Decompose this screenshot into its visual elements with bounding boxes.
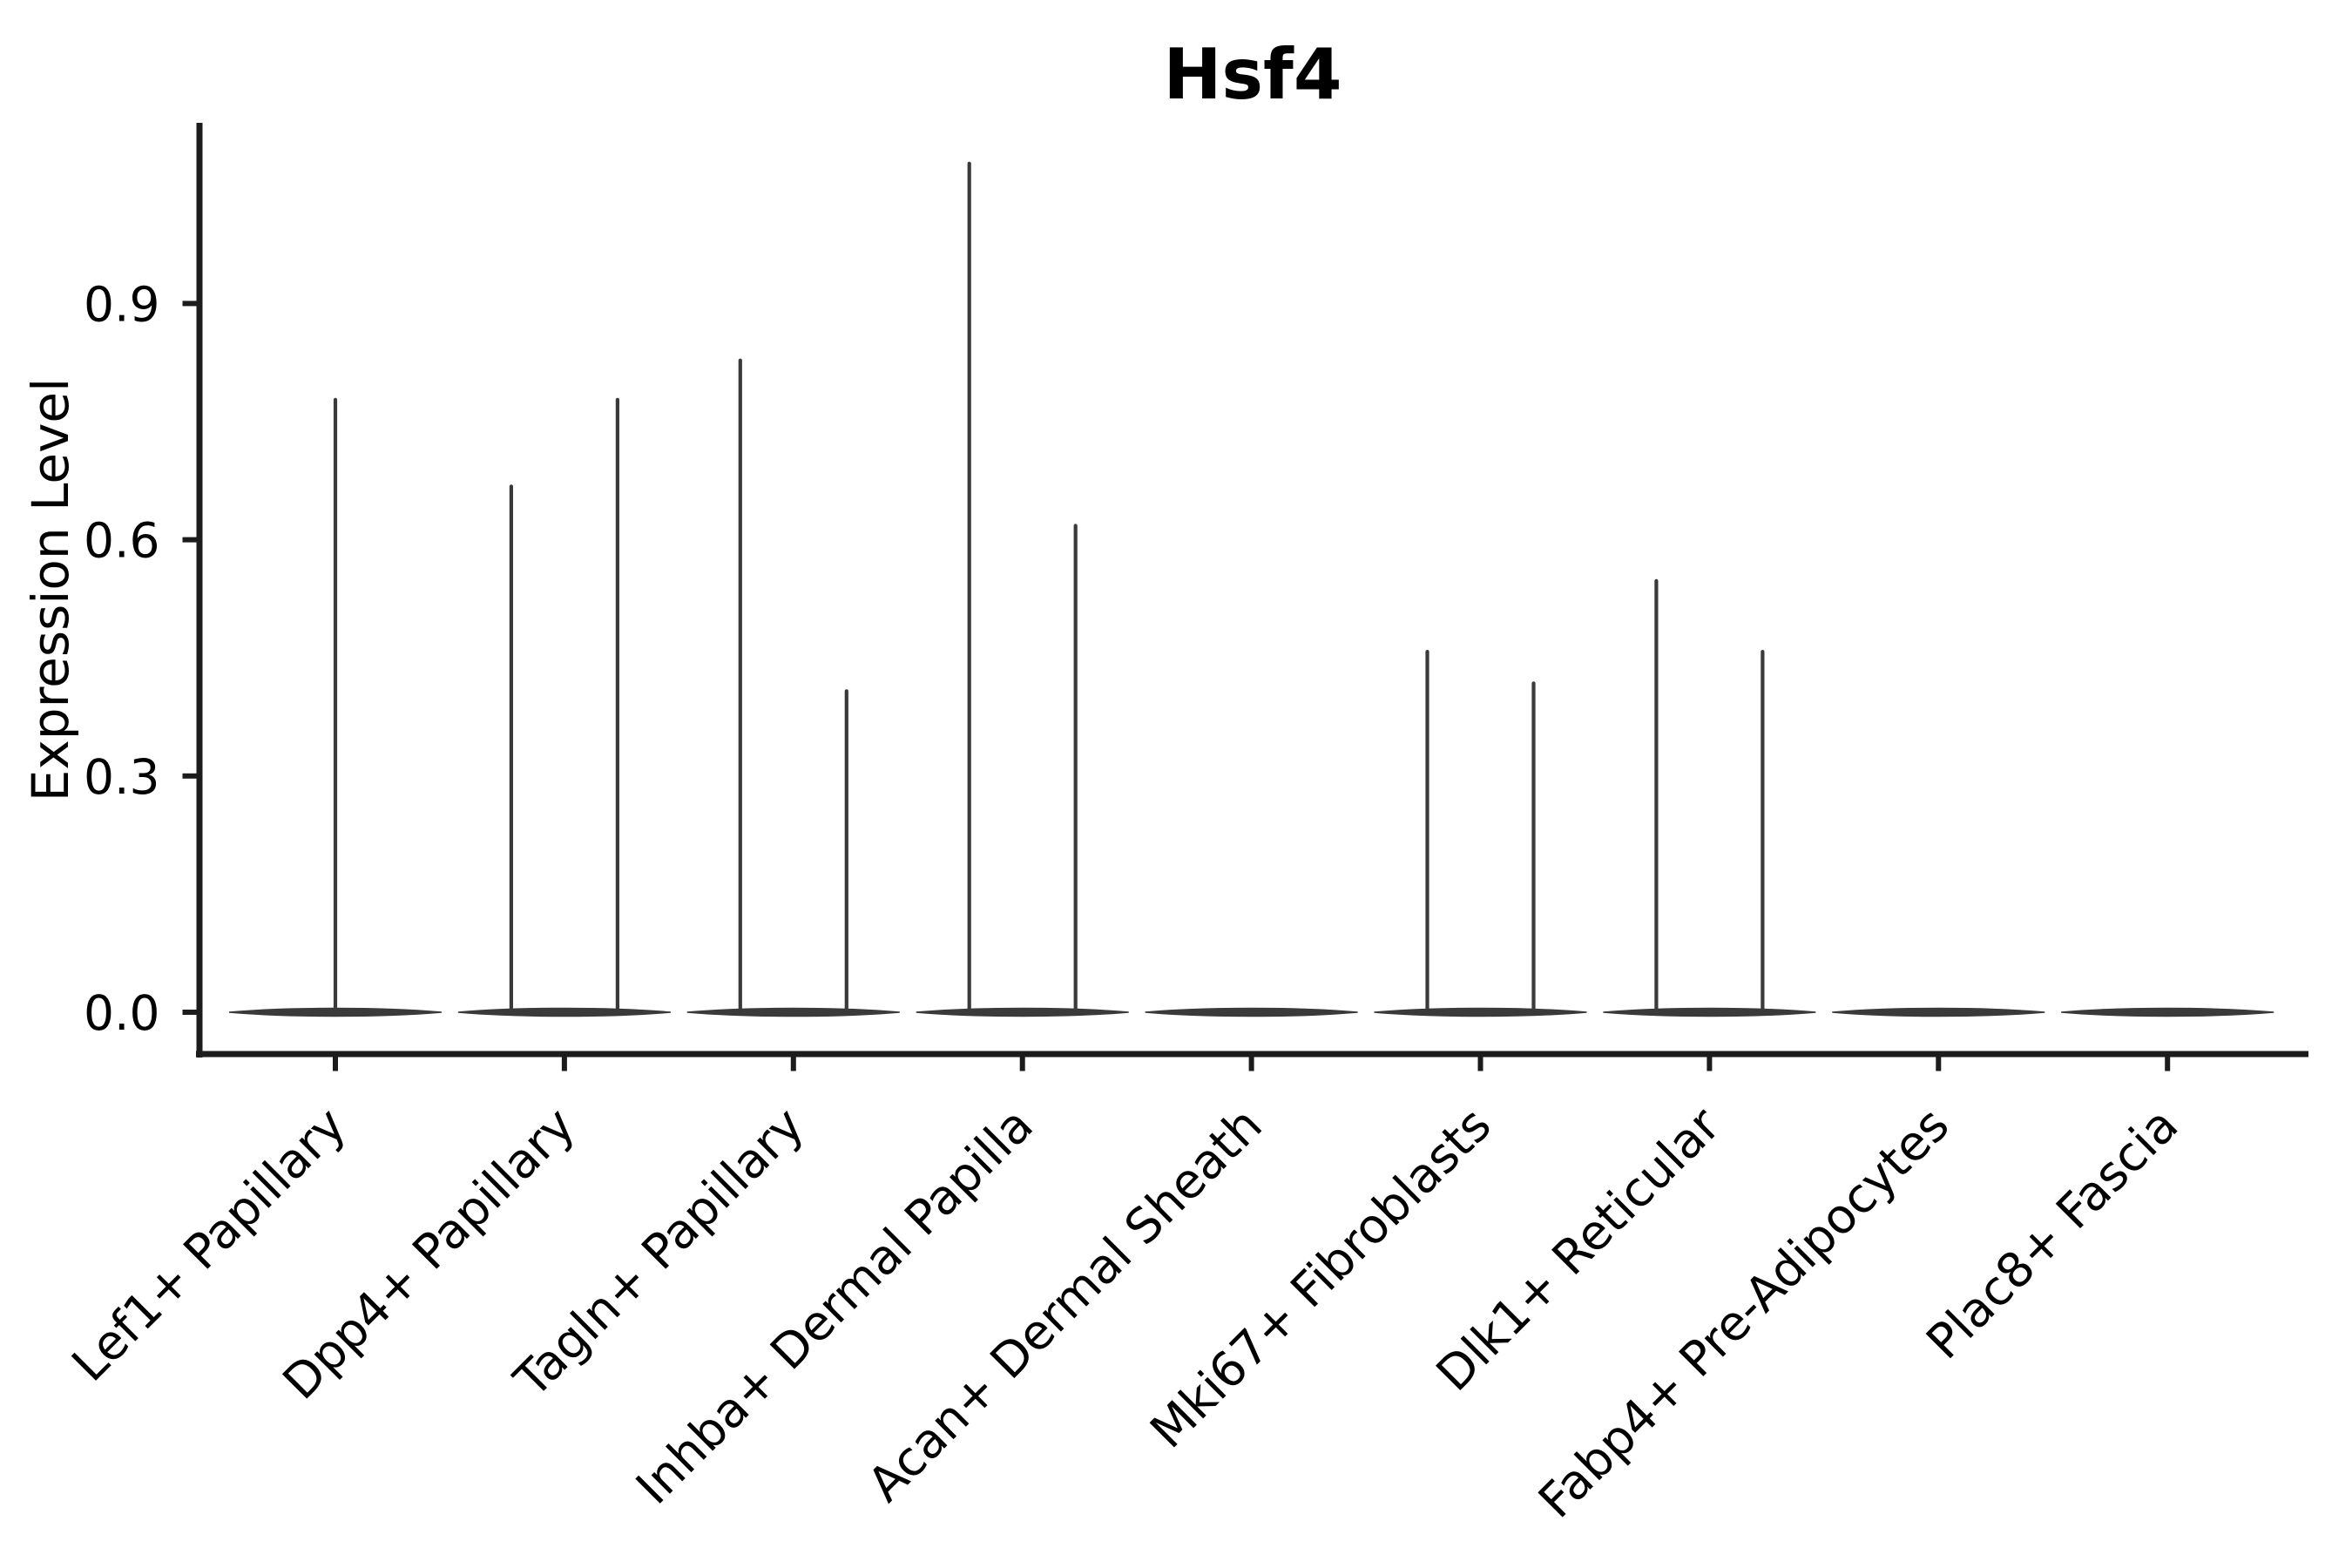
x-tick-label: Acan+ Dermal Sheath [857,1097,1273,1512]
violin-body [2061,1007,2274,1017]
violin-body [1374,1007,1587,1017]
x-tick-label: Inhba+ Dermal Papilla [625,1097,1044,1515]
y-tick-label: 0.6 [84,513,159,569]
violin-body [916,1007,1129,1017]
violin-body [457,1007,671,1017]
chart-title: Hsf4 [1163,34,1342,115]
violin-body [1603,1007,1816,1017]
y-axis-ticks: 0.0 0.3 0.6 0.9 [84,276,197,1041]
violins [228,161,2274,1017]
y-axis-label: Expression Level [21,378,80,801]
y-tick-label: 0.3 [84,749,159,805]
y-tick-label: 0.9 [84,276,159,332]
violin-body [1145,1007,1358,1017]
axes [196,123,2308,1058]
violin-body [686,1007,900,1017]
violin-body [1832,1007,2045,1017]
x-tick-label: Fabp4+ Pre-Adipocytes [1528,1097,1960,1529]
y-tick-label: 0.0 [84,985,159,1041]
